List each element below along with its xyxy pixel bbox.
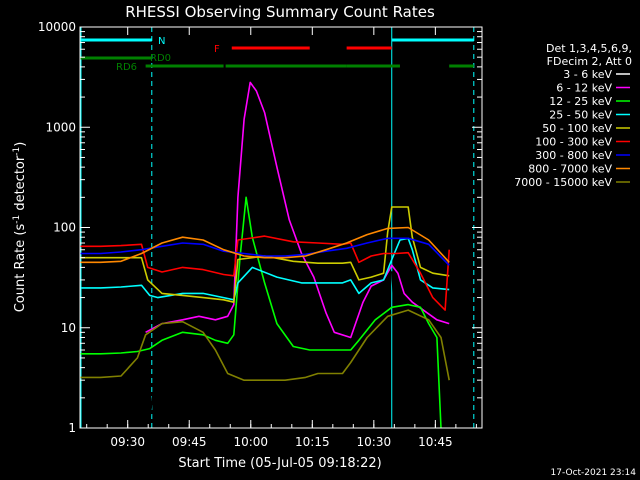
y-axis-label-main: Count Rate (s xyxy=(13,224,28,313)
y-axis-label-mid: detector xyxy=(13,155,28,215)
series-line-1 xyxy=(145,81,450,339)
x-tick-label-2: 10:00 xyxy=(233,435,268,449)
x-tick-label-3: 10:15 xyxy=(295,435,330,449)
chart-title: RHESSI Observing Summary Count Rates xyxy=(125,3,435,21)
series-line-0 xyxy=(148,131,414,421)
y-tick-label-0: 1 xyxy=(68,421,76,435)
legend-label-1: 6 - 12 keV xyxy=(556,82,612,95)
y-axis-ticks: 1 10 100 1000 10000 xyxy=(38,20,482,435)
x-tick-label-1: 09:45 xyxy=(172,435,207,449)
generated-timestamp: 17-Oct-2021 23:14 xyxy=(551,468,637,478)
series-line-7 xyxy=(80,226,450,264)
state-label-rd0: RD0 xyxy=(150,53,171,64)
y-axis-label-sup2: -1 xyxy=(12,147,22,156)
x-tick-label-0: 09:30 xyxy=(110,435,145,449)
legend-label-0: 3 - 6 keV xyxy=(563,68,612,81)
legend-header-1: FDecim 2, Att 0 xyxy=(547,55,632,68)
y-axis-label: Count Rate (s-1 detector-1) xyxy=(12,142,28,313)
legend-label-7: 800 - 7000 keV xyxy=(528,163,612,176)
legend-label-8: 7000 - 15000 keV xyxy=(514,176,612,189)
series-line-2 xyxy=(80,196,442,429)
series-line-8 xyxy=(80,309,450,382)
legend-label-6: 300 - 800 keV xyxy=(535,149,612,162)
y-tick-label-1: 10 xyxy=(61,321,76,335)
state-bars: N F RD0 RD6 xyxy=(80,36,474,73)
x-tick-label-5: 10:45 xyxy=(418,435,453,449)
series-line-4 xyxy=(80,206,450,304)
legend-label-3: 25 - 50 keV xyxy=(549,109,612,122)
legend-label-2: 12 - 25 keV xyxy=(549,95,612,108)
y-axis-label-end: ) xyxy=(13,142,28,147)
x-axis-ticks: 09:30 09:45 10:00 10:15 10:30 10:45 xyxy=(86,27,477,449)
series-group xyxy=(80,81,450,429)
legend-label-4: 50 - 100 keV xyxy=(542,122,612,135)
state-label-f: F xyxy=(214,44,220,55)
x-tick-label-4: 10:30 xyxy=(357,435,392,449)
series-line-6 xyxy=(80,237,450,266)
legend: Det 1,3,4,5,6,9,FDecim 2, Att 03 - 6 keV… xyxy=(514,42,632,189)
y-tick-label-3: 1000 xyxy=(45,120,76,134)
legend-header-0: Det 1,3,4,5,6,9, xyxy=(546,42,632,55)
state-label-rd6: RD6 xyxy=(116,62,137,73)
y-tick-label-2: 100 xyxy=(53,221,76,235)
x-axis-label: Start Time (05-Jul-05 09:18:22) xyxy=(178,456,381,471)
state-label-n: N xyxy=(158,36,165,47)
y-tick-label-4: 10000 xyxy=(38,20,76,34)
legend-label-5: 100 - 300 keV xyxy=(535,136,612,149)
series-line-5 xyxy=(80,235,450,311)
y-axis-label-sup1: -1 xyxy=(12,215,22,224)
